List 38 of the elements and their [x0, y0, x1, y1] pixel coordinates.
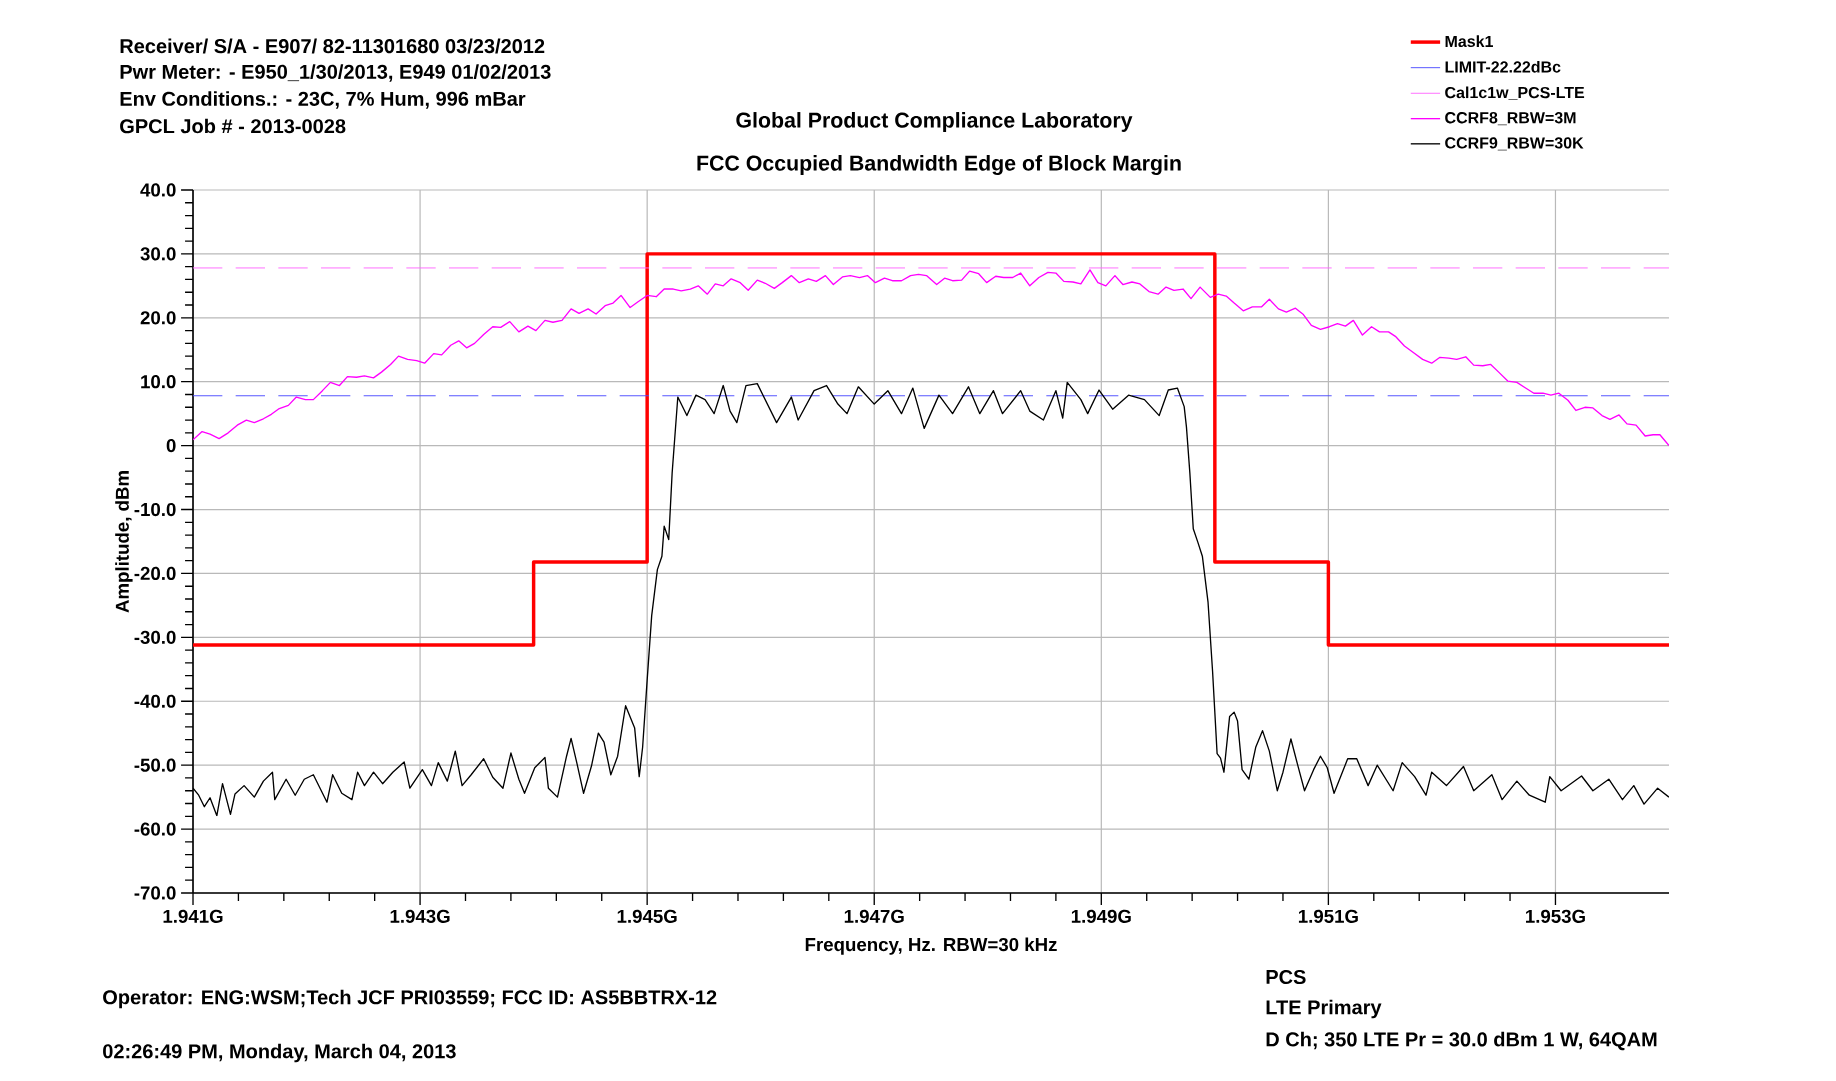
y-axis-title: Amplitude, dBm [115, 471, 133, 613]
y-tick-label: 30.0 [140, 247, 176, 261]
x-axis-title: Frequency, Hz. RBW=30 kHz [805, 937, 1057, 955]
x-tick-label: 1.947G [844, 909, 904, 923]
y-tick-label: -50.0 [134, 758, 176, 772]
text: GPCL Job # - 2013-0028 [120, 118, 346, 134]
legend-label: Cal1c1w_PCS-LTE [1445, 86, 1585, 101]
x-tick-label: 1.949G [1071, 909, 1131, 923]
legend-label: LIMIT-22.22dBc [1445, 60, 1561, 73]
x-tick-label: 1.943G [390, 909, 450, 923]
text: PCS [1266, 969, 1306, 985]
y-tick-label: -60.0 [134, 822, 176, 836]
text: Operator: ENG:WSM;Tech JCF PRI03559; FCC ID: AS5BBTRX-12 [103, 989, 717, 1009]
text: Receiver/ S/A - E907/ 82-11301680 03/23/2012 [120, 38, 545, 54]
x-tick-label: 1.953G [1526, 909, 1585, 923]
text: LTE Primary [1266, 999, 1382, 1019]
line-series [193, 269, 1669, 447]
x-tick-label: 1.945G [617, 909, 677, 923]
x-tick-label: 1.941G [163, 909, 223, 923]
y-tick-label: -70.0 [134, 886, 176, 900]
chart-subtitle: FCC Occupied Bandwidth Edge of Block Margin [697, 155, 1181, 175]
text: Env Conditions.: - 23C, 7% Hum, 996 mBar [120, 91, 526, 109]
y-tick-label: -10.0 [134, 502, 176, 517]
chart-title: Global Product Compliance Laboratory [736, 112, 1133, 132]
legend-label: Mask1 [1445, 35, 1493, 48]
x-tick-label: 1.951G [1298, 909, 1358, 923]
y-tick-label: -30.0 [134, 630, 176, 644]
legend-label: CCRF8_RBW=3M [1445, 112, 1576, 126]
y-tick-label: 40.0 [140, 183, 176, 197]
y-tick-label: -40.0 [134, 694, 176, 708]
text: 02:26:49 PM, Monday, March 04, 2013 [103, 1043, 456, 1063]
text: D Ch; 350 LTE Pr = 30.0 dBm 1 W, 64QAM [1266, 1031, 1657, 1051]
y-tick-label: 0 [166, 438, 176, 453]
y-tick-label: 10.0 [141, 375, 176, 389]
y-tick-label: 20.0 [140, 311, 176, 325]
legend-label: CCRF9_RBW=30K [1445, 137, 1584, 151]
y-tick-label: -20.0 [134, 566, 176, 581]
text: Pwr Meter: - E950_1/30/2013, E949 01/02/2013 [120, 64, 551, 82]
